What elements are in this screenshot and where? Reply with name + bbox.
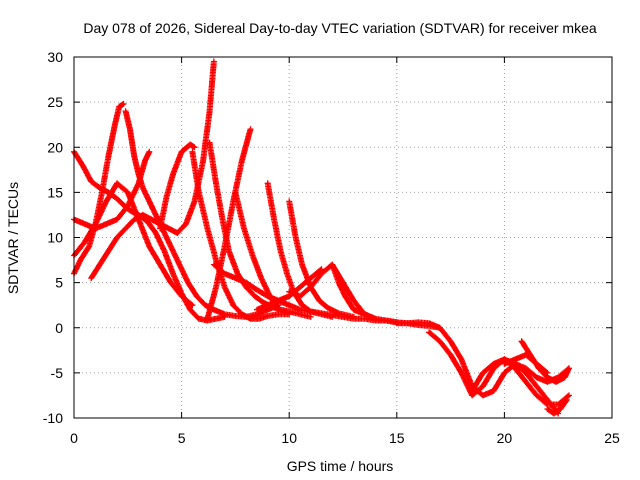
axis-ticks: 0 5 10 15 20 25 -10 -5 0 5 10 15 20 25 30	[43, 49, 620, 446]
series-sat-e	[88, 58, 217, 282]
data-point-markers	[253, 266, 325, 313]
y-tick-label: 10	[47, 230, 63, 246]
data-point-markers	[469, 356, 572, 408]
y-tick-label: 20	[47, 139, 63, 155]
series-sat-p	[253, 266, 325, 313]
x-tick-label: 15	[389, 430, 405, 446]
y-tick-label: 0	[55, 320, 63, 336]
x-tick-label: 20	[497, 430, 513, 446]
series-sat-v	[501, 351, 551, 376]
data-point-markers	[232, 189, 282, 313]
data-point-markers	[264, 180, 336, 320]
series-sat-s	[469, 356, 572, 408]
y-tick-label: 5	[55, 275, 63, 291]
data-point-markers	[329, 261, 379, 322]
x-axis-label: GPS time / hours	[287, 458, 394, 474]
data-point-markers	[157, 141, 198, 232]
y-tick-label: 15	[47, 184, 63, 200]
data-point-markers	[393, 320, 572, 399]
y-tick-label: -10	[43, 410, 63, 426]
series-sat-m	[264, 180, 336, 320]
x-tick-label: 0	[70, 430, 78, 446]
y-axis-label: SDTVAR / TECUs	[5, 182, 21, 294]
data-point-markers	[501, 351, 551, 376]
data-point-markers	[88, 58, 217, 282]
x-tick-label: 25	[604, 430, 620, 446]
data-point-markers	[544, 396, 570, 417]
chart-title: Day 078 of 2026, Sidereal Day-to-day VTE…	[83, 20, 596, 36]
y-tick-label: 30	[47, 49, 63, 65]
series-sat-u	[544, 396, 570, 417]
series-sat-l	[232, 189, 282, 313]
data-points-layer	[71, 58, 572, 417]
series-sat-w	[329, 261, 379, 322]
series-sat-g	[157, 141, 198, 232]
y-tick-label: 25	[47, 94, 63, 110]
y-tick-label: -5	[51, 365, 64, 381]
x-tick-label: 5	[178, 430, 186, 446]
x-tick-label: 10	[281, 430, 297, 446]
series-sat-q	[393, 320, 572, 399]
